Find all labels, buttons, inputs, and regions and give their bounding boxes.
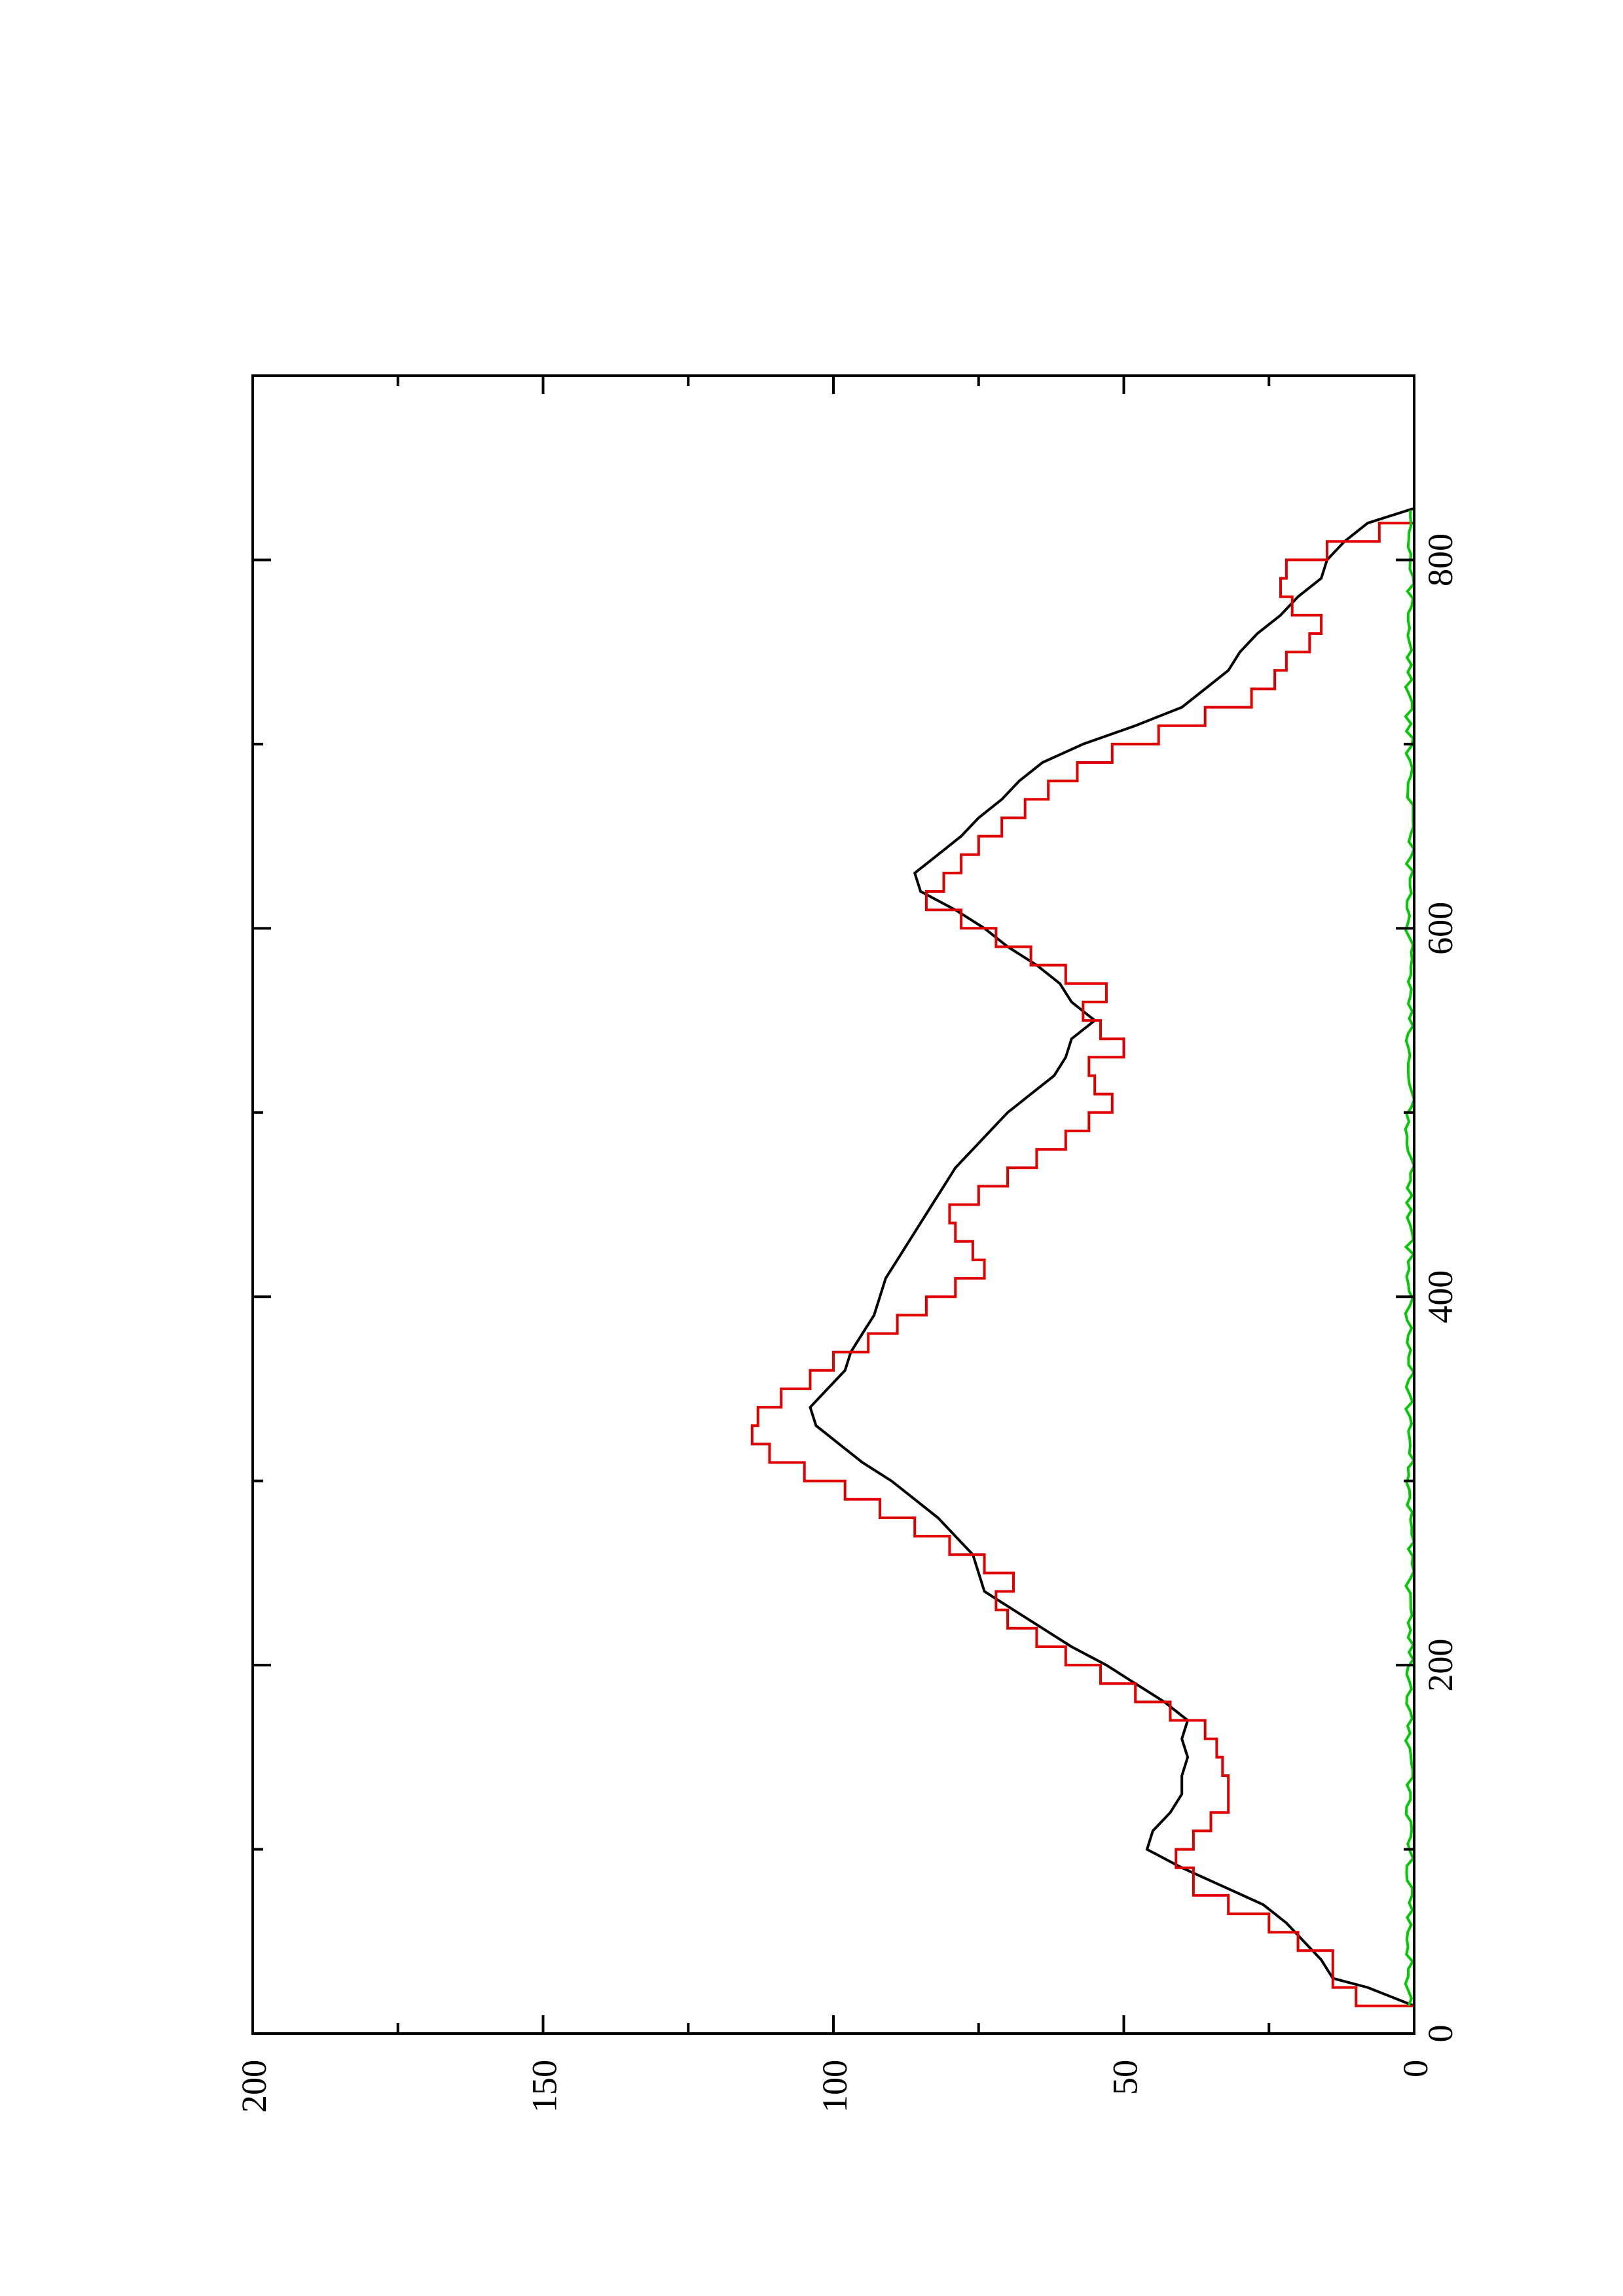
tick-labels: 0 200 400 600 800 0 50 100 150 200	[234, 533, 1460, 2113]
x-tick-label: 200	[1421, 1639, 1460, 1692]
tick-layer	[251, 376, 1415, 2035]
x-tick-label: 800	[1421, 533, 1460, 586]
y-tick-label: 100	[815, 2060, 854, 2113]
x-tick-label: 600	[1421, 902, 1460, 955]
x-tick-label: 400	[1421, 1270, 1460, 1323]
plot-frame	[251, 374, 1415, 2035]
y-tick-label: 200	[234, 2060, 274, 2113]
series-line-3	[1404, 510, 1416, 2007]
series-line-1	[809, 507, 1415, 2007]
y-tick-label: 50	[1106, 2060, 1145, 2095]
y-tick-label: 150	[525, 2060, 564, 2113]
series-layer	[750, 507, 1416, 2007]
y-tick-label: 0	[1396, 2060, 1435, 2077]
x-tick-label: 0	[1421, 2025, 1460, 2043]
series-line-2	[750, 508, 1415, 2007]
